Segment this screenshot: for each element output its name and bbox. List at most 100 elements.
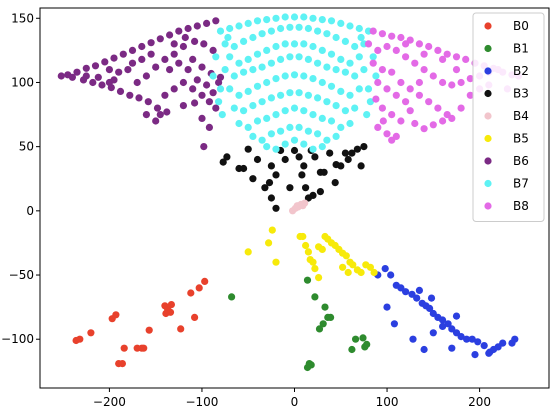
legend-marker-B0 xyxy=(484,22,492,30)
point-B0-13 xyxy=(166,308,175,316)
point-B6-50 xyxy=(212,104,220,112)
point-B6-14 xyxy=(184,24,192,33)
series-B4 xyxy=(289,199,309,215)
point-B7-46 xyxy=(346,59,354,67)
point-B7-118 xyxy=(281,140,289,148)
point-B3-5 xyxy=(253,155,262,164)
point-B7-49 xyxy=(230,72,238,80)
point-B6-10 xyxy=(147,39,155,47)
point-B5-3 xyxy=(272,258,280,266)
point-B0-21 xyxy=(187,289,195,297)
point-B8-64 xyxy=(406,107,414,115)
point-B7-119 xyxy=(290,136,299,144)
point-B3-29 xyxy=(357,162,365,170)
point-B3-16 xyxy=(302,184,310,192)
point-B6-3 xyxy=(82,64,90,72)
y-tick-label: 0 xyxy=(26,204,34,218)
point-B7-30 xyxy=(341,37,349,46)
point-B7-5 xyxy=(263,16,271,24)
point-B0-15 xyxy=(177,325,185,333)
point-B1-10 xyxy=(359,334,367,342)
point-B2-17 xyxy=(457,333,465,341)
point-B7-2 xyxy=(235,22,243,30)
point-B7-35 xyxy=(244,55,252,64)
point-B2-1 xyxy=(381,265,389,273)
x-tick-label: −100 xyxy=(185,395,218,409)
legend-marker-B7 xyxy=(484,179,492,188)
point-B8-20 xyxy=(392,46,400,55)
legend-marker-B1 xyxy=(484,44,492,53)
point-B6-12 xyxy=(166,31,174,39)
point-B7-102 xyxy=(318,114,326,122)
point-B7-44 xyxy=(327,50,336,58)
point-B2-2 xyxy=(387,271,395,279)
point-B6-63 xyxy=(203,81,211,89)
point-B7-63 xyxy=(360,66,368,74)
point-B7-12 xyxy=(327,17,336,25)
point-B2-25 xyxy=(499,339,507,347)
point-B5-25 xyxy=(366,263,374,271)
point-B8-62 xyxy=(379,117,387,125)
series-B0 xyxy=(72,277,209,368)
point-B7-14 xyxy=(346,22,354,30)
point-B7-17 xyxy=(221,40,229,48)
point-B8-68 xyxy=(420,50,428,58)
point-B3-22 xyxy=(326,149,334,157)
point-B7-36 xyxy=(253,50,262,58)
point-B2-33 xyxy=(448,344,456,352)
point-B7-28 xyxy=(323,30,331,38)
point-B0-1 xyxy=(76,335,84,343)
point-B7-92 xyxy=(351,104,359,112)
point-B6-56 xyxy=(142,111,150,119)
point-B8-28 xyxy=(466,75,474,83)
point-B8-67 xyxy=(439,55,447,64)
point-B8-27 xyxy=(457,78,465,87)
point-B3-31 xyxy=(272,204,280,212)
point-B7-128 xyxy=(363,111,371,119)
y-axis: −100 −50 0 50 100 150 xyxy=(1,11,40,346)
point-B7-93 xyxy=(235,119,243,128)
point-B6-62 xyxy=(193,76,201,84)
point-B1-7 xyxy=(327,313,335,321)
point-B6-38 xyxy=(170,50,178,58)
point-B6-55 xyxy=(200,143,208,151)
point-B7-78 xyxy=(355,85,363,93)
point-B8-51 xyxy=(411,119,419,128)
point-B7-60 xyxy=(332,66,340,74)
point-B8-69 xyxy=(402,40,410,48)
legend-label-B7: B7 xyxy=(513,177,529,191)
series-B5 xyxy=(244,226,378,282)
point-B1-5 xyxy=(321,303,329,311)
point-B0-9 xyxy=(145,326,153,334)
point-B2-19 xyxy=(468,335,476,343)
point-B6-47 xyxy=(189,85,197,93)
point-B8-38 xyxy=(425,98,433,106)
point-B8-1 xyxy=(378,30,386,38)
point-B3-32 xyxy=(267,194,275,202)
point-B3-12 xyxy=(286,184,294,192)
point-B7-21 xyxy=(258,30,266,38)
point-B7-71 xyxy=(290,71,299,79)
point-B7-110 xyxy=(286,123,294,131)
point-B7-108 xyxy=(267,130,275,138)
point-B5-29 xyxy=(315,274,323,282)
point-B7-122 xyxy=(318,143,326,151)
point-B7-100 xyxy=(300,107,308,115)
point-B3-25 xyxy=(341,149,349,157)
point-B2-38 xyxy=(439,322,447,330)
point-B5-0 xyxy=(244,248,252,256)
point-B6-59 xyxy=(166,66,174,74)
point-B8-6 xyxy=(425,42,433,51)
point-B7-123 xyxy=(216,85,225,93)
point-B7-65 xyxy=(235,91,243,99)
point-B7-10 xyxy=(309,14,317,22)
point-B8-36 xyxy=(406,85,414,93)
point-B5-26 xyxy=(370,268,378,277)
point-B2-21 xyxy=(480,342,488,350)
point-B6-68 xyxy=(191,37,199,46)
point-B8-0 xyxy=(369,27,377,35)
point-B7-9 xyxy=(300,13,308,21)
point-B1-4 xyxy=(319,320,327,328)
point-B7-19 xyxy=(240,37,248,46)
point-B2-5 xyxy=(402,288,410,296)
